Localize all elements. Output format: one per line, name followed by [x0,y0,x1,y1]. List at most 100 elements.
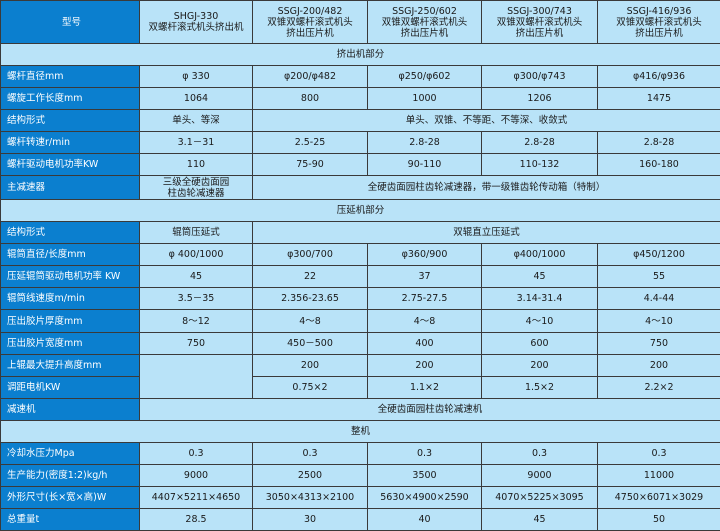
cell-value: 11000 [597,463,720,487]
cell-value: 2.5-25 [252,131,368,155]
cell-value: φ200/φ482 [252,65,368,89]
section-title: 压延机部分 [0,199,720,223]
cell-value [139,353,253,399]
table-row: 螺杆转速r/min 3.1－31 2.5-25 2.8-28 2.8-28 2.8-28 [0,131,720,155]
cell-value: 1.1×2 [367,375,482,399]
cell-value: 单头、等深 [139,109,253,133]
cell-value: φ416/φ936 [597,65,720,89]
cell-value: 750 [139,331,253,355]
cell-value: 双辊直立压延式 [252,221,720,245]
row-label: 主减速器 [0,175,140,201]
section-title: 整机 [0,419,720,443]
table-row: 螺杆驱动电机功率KW 110 75-90 90-110 110-132 160-180 [0,153,720,177]
row-label: 减速机 [0,397,140,421]
row-label: 结构形式 [0,221,140,245]
cell-value: 28.5 [139,507,253,531]
cell-value: 1475 [597,87,720,111]
cell-line: 柱齿轮减速器 [167,187,225,199]
row-label: 压出胶片宽度mm [0,331,140,355]
cell-value: 110-132 [481,153,598,177]
cell-value: 22 [252,265,368,289]
row-label: 压延辊筒驱动电机功率 KW [0,265,140,289]
cell-value: 2.8-28 [597,131,720,155]
cell-value: 3050×4313×2100 [252,485,368,509]
cell-value: 200 [367,353,482,377]
table-row: 主减速器 三级全硬齿面园 柱齿轮减速器 全硬齿面园柱齿轮减速器，带一级锥齿轮传动箱（特… [0,175,720,201]
model-header: SSGJ-416/936 双锥双螺杆滚式机头 挤出压片机 [597,0,720,45]
row-label: 生产能力(密度1:2)kg/h [0,463,140,487]
cell-value: 37 [367,265,482,289]
cell-value: 4～10 [481,309,598,333]
table-row: 冷却水压力Mpa 0.3 0.3 0.3 0.3 0.3 [0,441,720,465]
cell-value: 3500 [367,463,482,487]
row-label: 结构形式 [0,109,140,133]
model-header: SSGJ-200/482 双锥双螺杆滚式机头 挤出压片机 [252,0,368,45]
cell-value: 45 [481,507,598,531]
cell-value: 全硬齿面园柱齿轮减速机 [139,397,720,421]
cell-value: 30 [252,507,368,531]
model-desc: 双锥双螺杆滚式机头 [267,16,353,28]
cell-value: 0.3 [481,441,598,465]
cell-value: 2.8-28 [367,131,482,155]
row-label: 外形尺寸(长×宽×高)W [0,485,140,509]
cell-value: 50 [597,507,720,531]
cell-value: 200 [481,353,598,377]
model-code: SHGJ-330 [173,11,219,22]
model-code: SSGJ-416/936 [626,5,692,17]
cell-value: 3.1－31 [139,131,253,155]
cell-value: 0.3 [139,441,253,465]
row-label: 冷却水压力Mpa [0,441,140,465]
model-desc: 挤出压片机 [400,27,449,39]
row-label: 辊筒直径/长度mm [0,243,140,267]
table-row: 减速机 全硬齿面园柱齿轮减速机 [0,397,720,421]
cell-value: 4～8 [367,309,482,333]
table-row: 螺旋工作长度mm 1064 800 1000 1206 1475 [0,87,720,111]
cell-value: 40 [367,507,482,531]
cell-value: 1064 [139,87,253,111]
cell-value: 45 [139,265,253,289]
cell-value: 4.4-44 [597,287,720,311]
table-row: 结构形式 单头、等深 单头、双锥、不等距、不等深、收敛式 [0,109,720,133]
cell-value: 600 [481,331,598,355]
section-row: 挤出机部分 [0,43,720,67]
cell-value: 1000 [367,87,482,111]
cell-value: 9000 [139,463,253,487]
cell-value: 5630×4900×2590 [367,485,482,509]
section-row: 整机 [0,419,720,443]
cell-value: 160-180 [597,153,720,177]
model-desc: 双锥双螺杆滚式机头 [616,16,702,28]
header-label: 型号 [0,0,140,45]
cell-value: 800 [252,87,368,111]
cell-value: 450－500 [252,331,368,355]
cell-value: 750 [597,331,720,355]
cell-value: 2.8-28 [481,131,598,155]
header-row: 型号 SHGJ-330 双螺杆滚式机头挤出机 SSGJ-200/482 双锥双螺杆滚式机… [0,0,720,45]
row-label: 螺杆驱动电机功率KW [0,153,140,177]
model-code: SSGJ-200/482 [277,5,343,17]
cell-value: 2.75-27.5 [367,287,482,311]
model-header: SHGJ-330 双螺杆滚式机头挤出机 [139,0,253,45]
table-row: 辊筒线速度m/min 3.5－35 2.356-23.65 2.75-27.5 3.14… [0,287,720,311]
cell-value: 400 [367,331,482,355]
table-row: 压延辊筒驱动电机功率 KW 45 22 37 45 55 [0,265,720,289]
table-row: 上辊最大提升高度mm 200 200 200 200 [0,353,720,399]
cell-value: 0.3 [252,441,368,465]
cell-value: 75-90 [252,153,368,177]
cell-value: 3.14-31.4 [481,287,598,311]
cell-value: 4～10 [597,309,720,333]
cell-value: φ300/700 [252,243,368,267]
cell-value: φ300/φ743 [481,65,598,89]
row-label: 螺杆转速r/min [0,131,140,155]
table-row: 总重量t 28.5 30 40 45 50 [0,507,720,531]
cell-value: φ400/1000 [481,243,598,267]
cell-value: φ250/φ602 [367,65,482,89]
model-code: SSGJ-250/602 [392,5,457,17]
model-code: SSGJ-300/743 [507,5,572,17]
cell-value: φ360/900 [367,243,482,267]
cell-value: 9000 [481,463,598,487]
cell-value: 0.3 [597,441,720,465]
cell-value: 110 [139,153,253,177]
model-header: SSGJ-300/743 双锥双螺杆滚式机头 挤出压片机 [481,0,598,45]
cell-value: 200 [252,353,368,377]
